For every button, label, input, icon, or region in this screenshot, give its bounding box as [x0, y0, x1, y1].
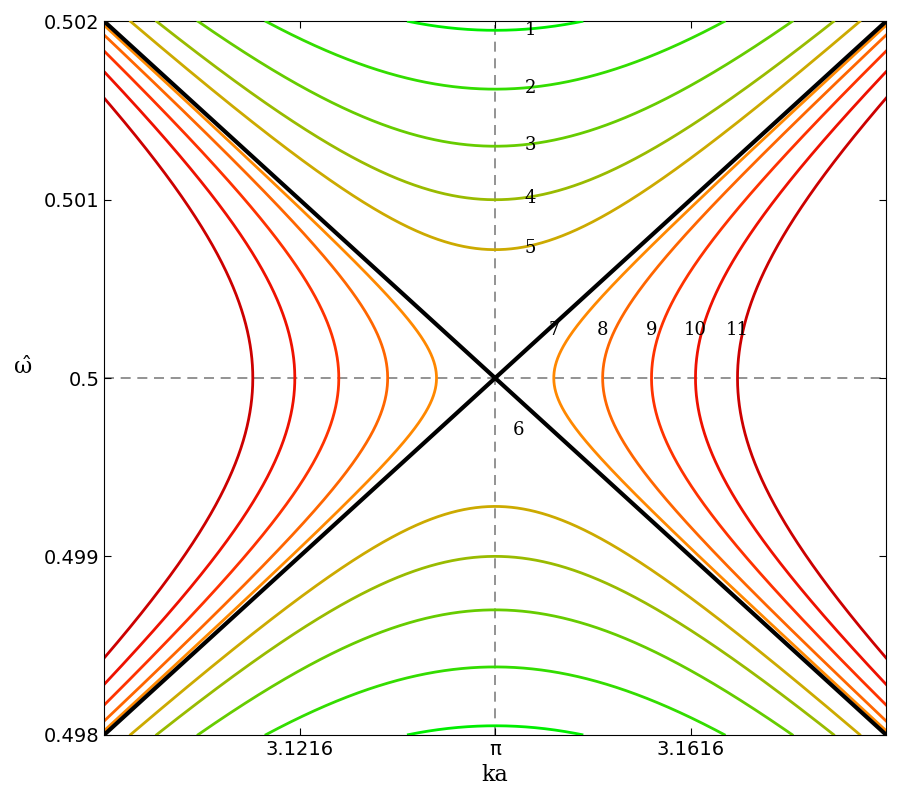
Text: 11: 11	[726, 321, 749, 339]
Text: 4: 4	[525, 190, 535, 207]
X-axis label: ka: ka	[482, 764, 508, 786]
Text: 1: 1	[525, 21, 536, 38]
Text: 9: 9	[646, 321, 657, 339]
Text: 7: 7	[548, 321, 560, 339]
Text: 5: 5	[525, 238, 535, 257]
Y-axis label: ω̂: ω̂	[14, 356, 32, 378]
Text: 10: 10	[684, 321, 707, 339]
Text: 3: 3	[525, 136, 536, 154]
Text: 8: 8	[597, 321, 608, 339]
Text: 6: 6	[513, 421, 524, 439]
Text: 2: 2	[525, 79, 535, 98]
